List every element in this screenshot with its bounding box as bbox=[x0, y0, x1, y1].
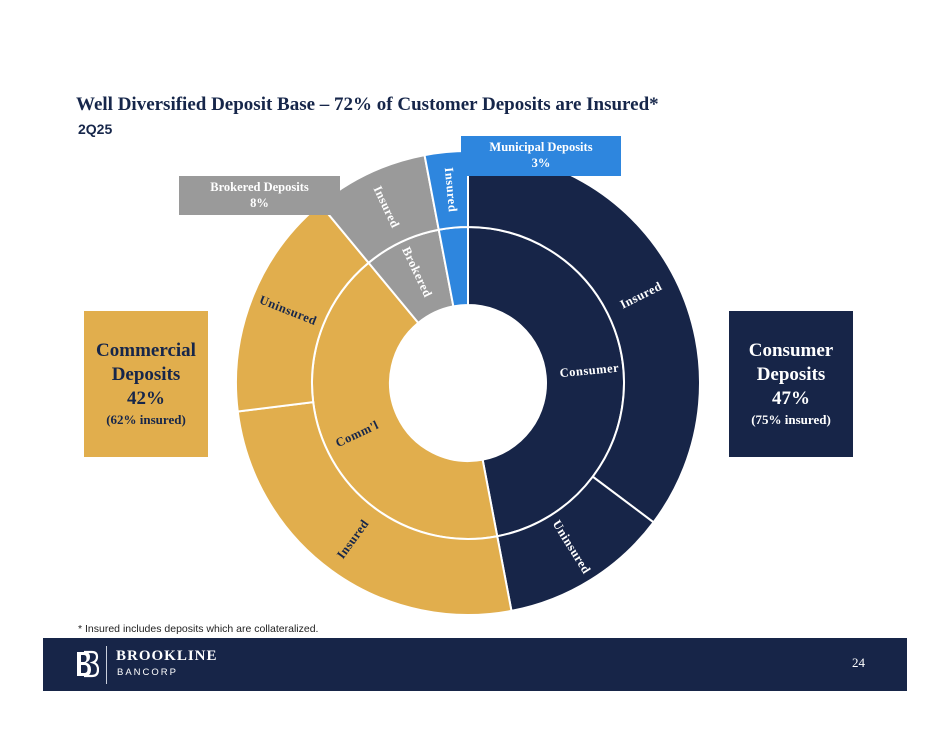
outer-consumer-insured-segment bbox=[467, 149, 701, 524]
brokered-callout: Brokered Deposits 8% bbox=[179, 176, 340, 215]
brokered-callout-pct: 8% bbox=[250, 196, 269, 210]
consumer-callout-line2: Deposits bbox=[756, 364, 826, 385]
commercial-callout-line1: Commercial bbox=[96, 340, 196, 361]
municipal-callout: Municipal Deposits 3% bbox=[461, 136, 621, 176]
brokered-callout-title: Brokered Deposits bbox=[210, 180, 309, 194]
brand-subname: BANCORP bbox=[117, 667, 178, 678]
outer-ring bbox=[235, 149, 701, 616]
inner-consumer-consumer-label: Consumer bbox=[559, 361, 620, 381]
consumer-callout-line1: Consumer bbox=[748, 340, 834, 361]
outer-municipal-insured-label: Insured bbox=[442, 167, 460, 213]
page-title: Well Diversified Deposit Base – 72% of C… bbox=[76, 94, 659, 115]
commercial-callout-pct: 42% bbox=[127, 388, 165, 409]
outer-commercial-insured-segment bbox=[236, 401, 513, 616]
commercial-callout: Commercial Deposits 42% (62% insured) bbox=[84, 311, 208, 457]
page-subtitle: 2Q25 bbox=[78, 121, 113, 137]
municipal-callout-title: Municipal Deposits bbox=[489, 140, 593, 154]
consumer-callout: Consumer Deposits 47% (75% insured) bbox=[729, 311, 853, 457]
logo-divider bbox=[106, 646, 107, 684]
commercial-callout-insured: (62% insured) bbox=[106, 412, 186, 427]
brookline-logo-icon bbox=[77, 650, 99, 678]
inner-ring bbox=[311, 225, 625, 540]
brand-name: BROOKLINE bbox=[116, 648, 218, 664]
consumer-callout-pct: 47% bbox=[772, 388, 810, 409]
outer-municipal-insured-segment bbox=[423, 149, 469, 231]
commercial-callout-line2: Deposits bbox=[111, 364, 181, 385]
footer-bar: BROOKLINE BANCORP 24 bbox=[43, 638, 907, 691]
page-number: 24 bbox=[852, 655, 865, 670]
consumer-callout-insured: (75% insured) bbox=[751, 412, 831, 427]
municipal-callout-pct: 3% bbox=[531, 156, 551, 170]
footnote: * Insured includes deposits which are co… bbox=[78, 623, 319, 635]
